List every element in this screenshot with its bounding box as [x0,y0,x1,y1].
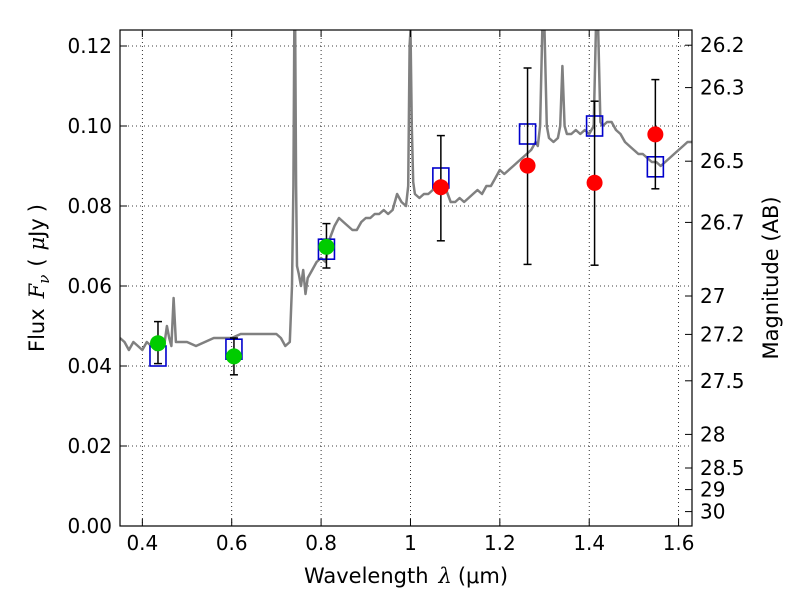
x-tick-label: 0.8 [305,531,337,555]
magnitude-axis-label: Magnitude (AB) [759,196,783,359]
plot-frame [119,29,693,527]
grid-lines [120,30,692,527]
magnitude-tick-label: 26.3 [700,76,745,100]
y-tick-label: 0.08 [67,194,112,218]
red-data-point [647,126,664,143]
green-data-point [149,335,166,352]
y-axis-label: FluxFν(μJy) [25,204,53,352]
magnitude-tick-label: 26.7 [700,210,745,234]
y-tick-label: 0.10 [67,114,112,138]
magnitude-tick-label: 28 [700,422,725,446]
green-data-point [318,238,335,255]
magnitude-tick-label: 29 [700,478,725,502]
y-tick-label: 0.02 [67,434,112,458]
x-tick-label: 1.4 [573,531,605,555]
y-tick-label: 0.04 [67,354,112,378]
magnitude-tick-label: 27 [700,284,725,308]
magnitude-tick-label: 27.2 [700,322,745,346]
red-data-point [519,157,536,174]
magnitude-tick-label: 30 [700,500,725,524]
y-tick-label: 0.00 [67,514,112,538]
x-axis-label: Wavelength λ (μm) [304,564,508,588]
x-tick-label: 1.2 [484,531,516,555]
red-data-point [586,174,603,191]
y-tick-label: 0.06 [67,274,112,298]
magnitude-tick-label: 26.2 [700,33,745,57]
x-tick-label: 1 [404,531,417,555]
axis-ticks: 0.4 0.6 0.8 1 1.2 1.4 1.6 0.00 0.02 0.04 0.06 0.08 0… [67,30,745,555]
x-tick-label: 0.6 [216,531,248,555]
x-tick-label: 0.4 [126,531,158,555]
y-tick-label: 0.12 [67,34,112,58]
red-data-point [432,179,449,196]
green-data-point [225,348,242,365]
magnitude-tick-label: 26.5 [700,149,745,173]
magnitude-tick-label: 27.5 [700,369,745,393]
x-tick-label: 1.6 [663,531,695,555]
magnitude-tick-label: 28.5 [700,456,745,480]
model-spectrum-line [120,30,692,352]
plot-area [120,30,692,376]
